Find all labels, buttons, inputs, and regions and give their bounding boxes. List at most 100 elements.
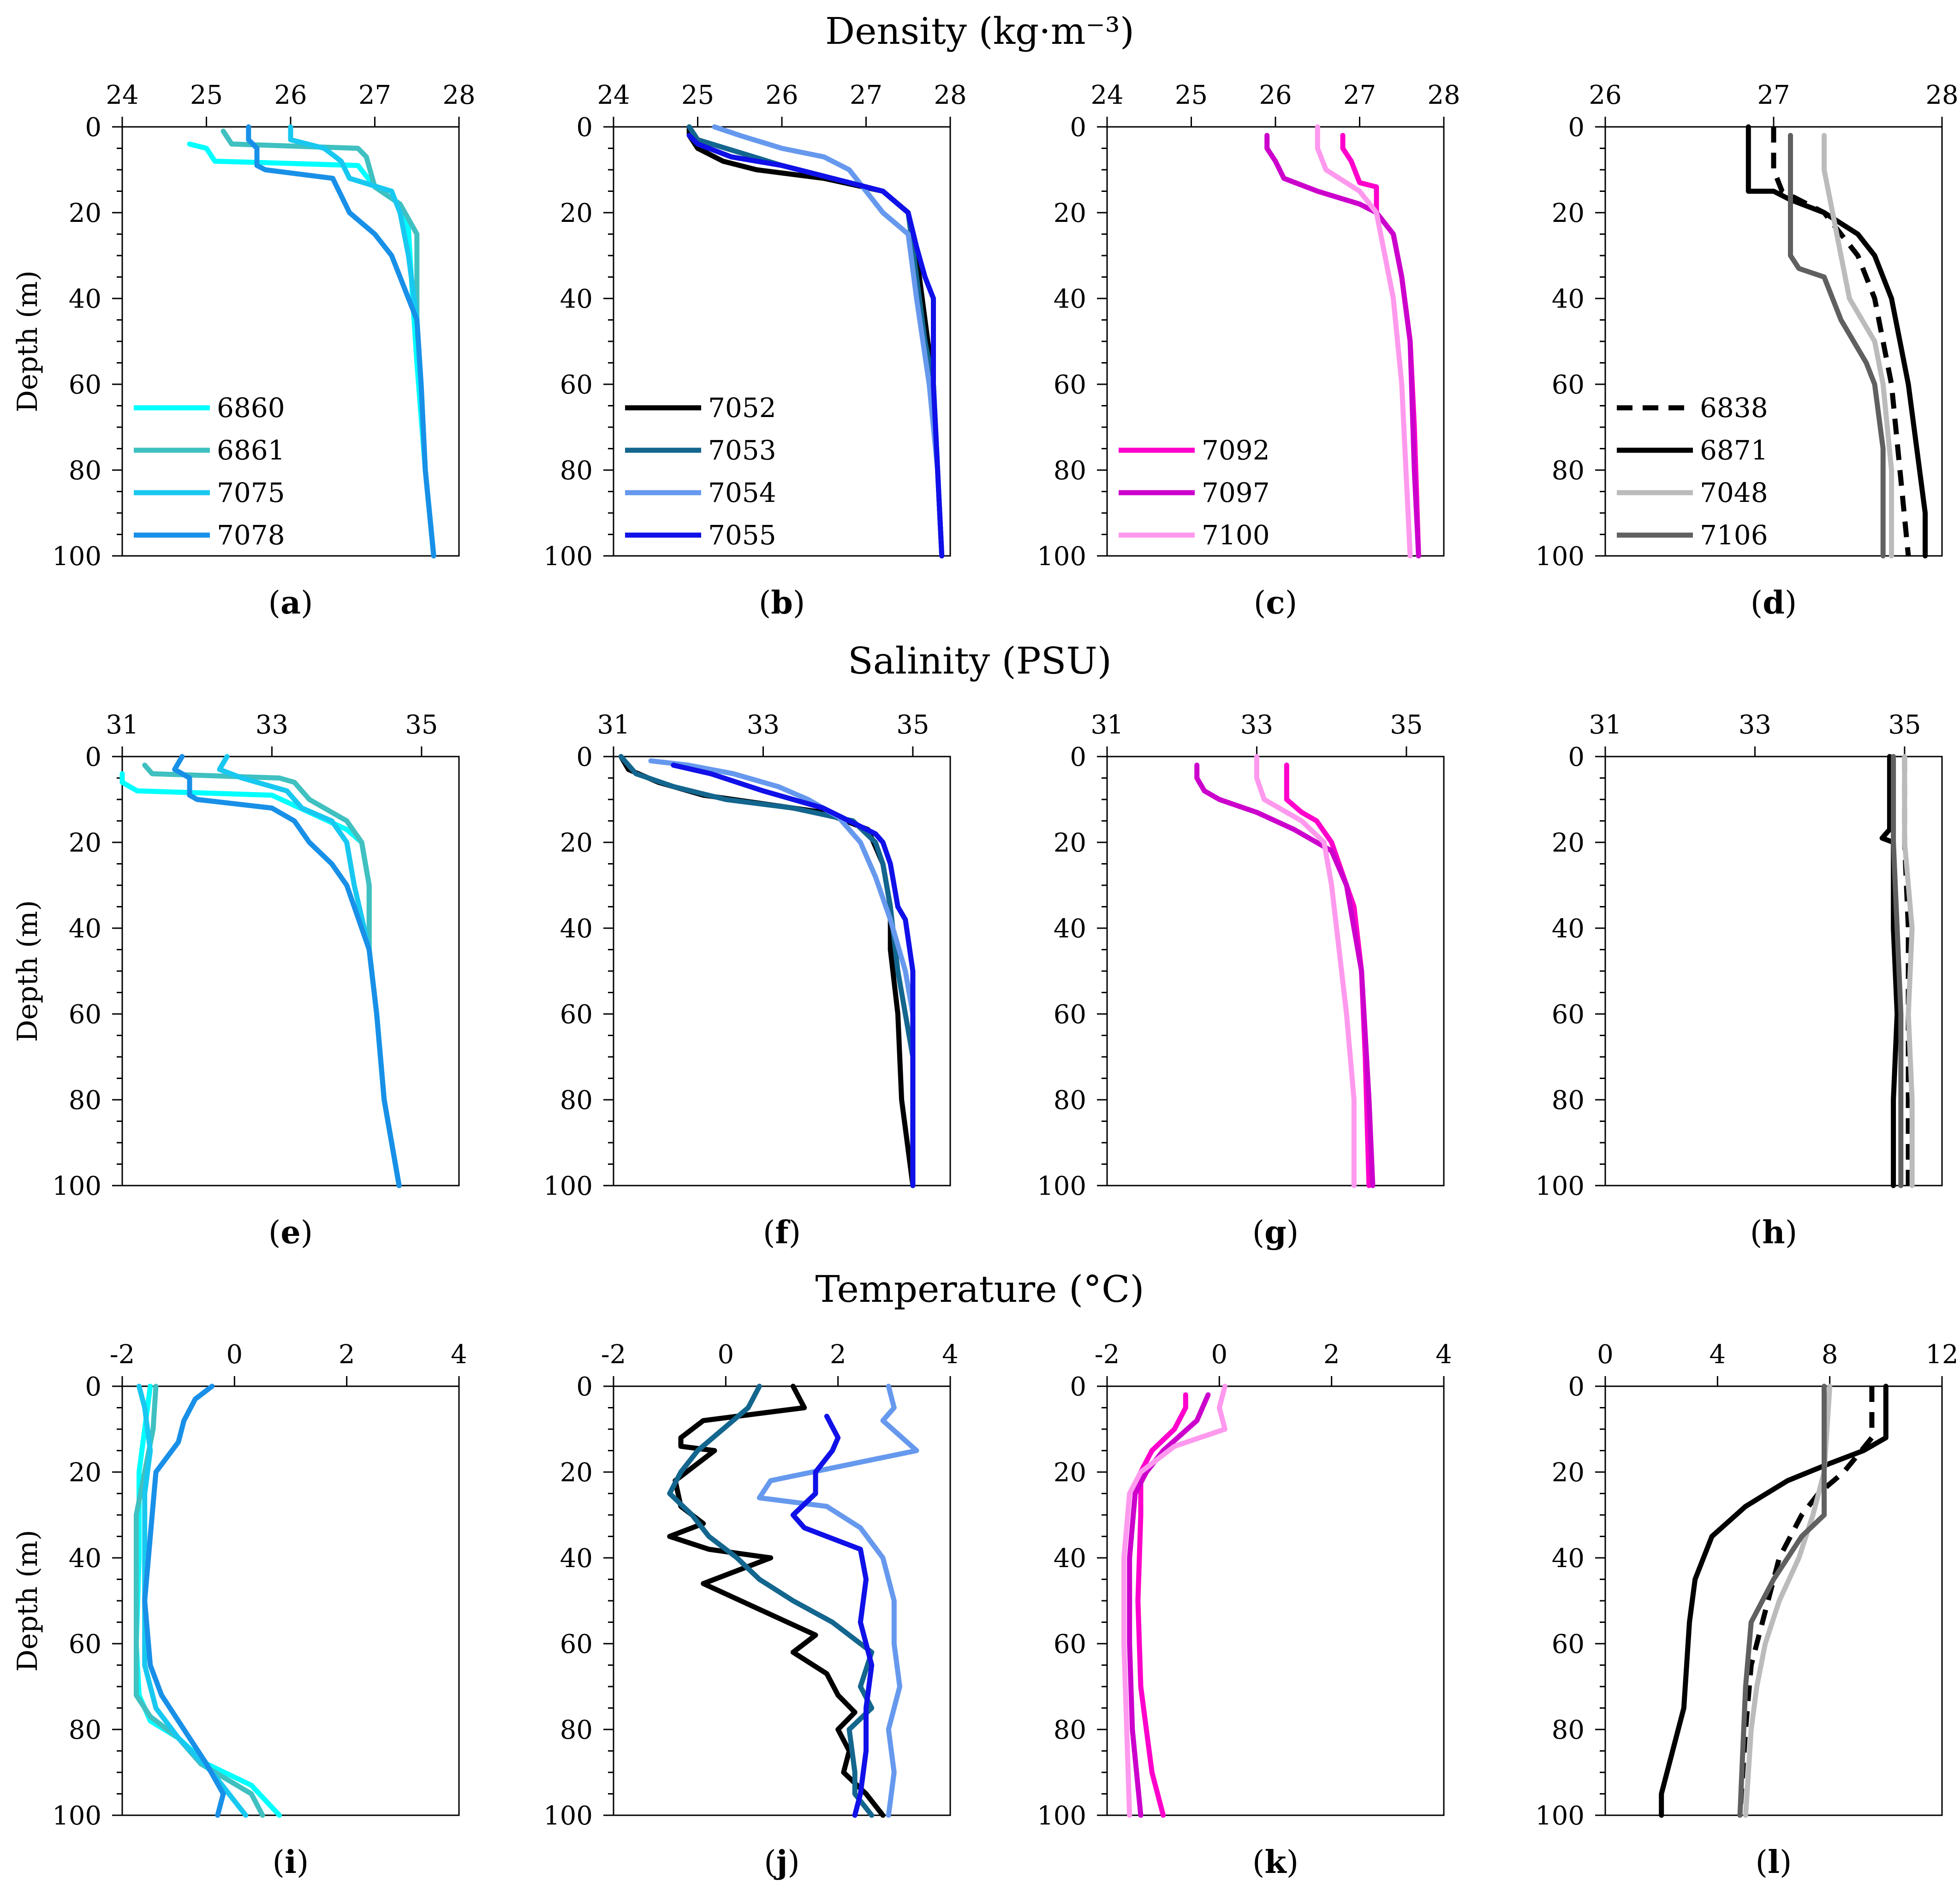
chart-5-series-7055: [671, 763, 916, 1188]
chart-0-legend-label-7075: 7075: [217, 477, 285, 508]
row-title-density: Density (kg·m⁻³): [825, 10, 1134, 53]
chart-1-ytick-label: 60: [560, 370, 593, 400]
chart-3-xtick-label: 28: [1925, 80, 1958, 110]
chart-8-series-7075: [137, 1383, 249, 1818]
chart-1-ytick-label: 40: [560, 284, 593, 314]
chart-5-series-7053: [618, 754, 916, 1188]
chart-2-xtick-label: 26: [1259, 80, 1292, 110]
chart-6-xtick-label: 33: [1240, 710, 1273, 740]
chart-4-xtick-label: 31: [106, 710, 138, 740]
chart-1-xtick-label: 26: [765, 80, 798, 110]
chart-10-ytick-label: 80: [1054, 1715, 1086, 1745]
chart-3-ytick-label: 80: [1552, 456, 1585, 486]
chart-3-ytick-label: 60: [1552, 370, 1585, 400]
chart-2-legend-label-7097: 7097: [1202, 477, 1270, 508]
chart-2-panel-label: (c): [1254, 584, 1297, 621]
chart-1-legend-label-7054: 7054: [708, 477, 776, 508]
chart-9-xtick-label: 2: [830, 1340, 846, 1370]
chart-6-ytick-label: 0: [1070, 742, 1086, 772]
chart-7-ytick-label: 40: [1552, 914, 1585, 944]
chart-7-xtick-label: 33: [1739, 710, 1771, 740]
chart-11-ytick-label: 60: [1552, 1629, 1585, 1659]
chart-6-xtick-label: 31: [1090, 710, 1123, 740]
chart-0-ytick-label: 40: [69, 284, 101, 314]
chart-1-series-7055: [686, 133, 945, 559]
chart-11-ytick-label: 80: [1552, 1715, 1585, 1745]
chart-9-ytick-label: 20: [560, 1458, 593, 1488]
chart-3-ytick-label: 20: [1552, 198, 1585, 228]
chart-5-series-7052: [618, 754, 916, 1188]
chart-9-ytick-label: 100: [543, 1801, 593, 1831]
chart-10-series-7100: [1121, 1383, 1227, 1818]
chart-0-ytick-label: 20: [69, 198, 101, 228]
chart-8-ytick-label: 60: [69, 1629, 101, 1659]
chart-11-plot-area: [1604, 1385, 1943, 1816]
chart-10-xtick-label: 2: [1323, 1340, 1340, 1370]
chart-3-xtick-label: 27: [1757, 80, 1790, 110]
chart-6-xtick-label: 35: [1390, 710, 1423, 740]
chart-11-ytick-label: 20: [1552, 1458, 1585, 1488]
chart-2-series-7097: [1264, 133, 1421, 559]
chart-3-ytick-label: 40: [1552, 284, 1585, 314]
chart-2-ytick-label: 0: [1070, 113, 1086, 143]
chart-7-series-7048: [1902, 754, 1915, 1188]
chart-11-ytick-label: 40: [1552, 1544, 1585, 1574]
chart-2-legend-label-7092: 7092: [1202, 435, 1270, 466]
chart-3-series-6871: [1746, 124, 1928, 559]
chart-3-xtick-label: 26: [1589, 80, 1621, 110]
chart-6-series-7097: [1194, 763, 1376, 1188]
chart-2-xtick-label: 25: [1175, 80, 1208, 110]
chart-1-ytick-label: 100: [543, 542, 593, 572]
chart-2-ytick-label: 40: [1054, 284, 1086, 314]
chart-10-ytick-label: 40: [1054, 1544, 1086, 1574]
panel-l: 0 4 8 12 0 20 40 60 80 100 (l): [1535, 1340, 1959, 1881]
chart-7-ytick-label: 20: [1552, 828, 1585, 858]
chart-10-ytick-label: 20: [1054, 1458, 1086, 1488]
panel-h: 31 33 35 0 20 40 60 80 100 (h): [1535, 710, 1943, 1251]
chart-6-ytick-label: 100: [1037, 1171, 1086, 1201]
chart-6-series-7092: [1284, 763, 1372, 1188]
chart-0-legend-label-6861: 6861: [217, 435, 285, 466]
chart-0-panel-label: (a): [268, 584, 313, 621]
chart-8-ylabel: Depth (m): [12, 1530, 44, 1672]
chart-11-series-7048: [1743, 1383, 1833, 1818]
chart-9-series-7053: [667, 1383, 875, 1818]
chart-3-series-7048: [1822, 133, 1894, 559]
chart-6-ytick-label: 80: [1054, 1085, 1086, 1115]
chart-5-xtick-label: 33: [747, 710, 780, 740]
chart-4-xtick-label: 35: [405, 710, 438, 740]
chart-6-series-7100: [1254, 754, 1357, 1188]
chart-2-series-7100: [1315, 124, 1413, 559]
row-title-temperature: Temperature (°C): [815, 1268, 1144, 1311]
chart-8-series-6860: [133, 1383, 282, 1818]
panel-e: 31 33 35 0 20 40 60 80 100 Depth (m) (e): [12, 710, 460, 1251]
chart-0-xtick-label: 24: [106, 80, 138, 110]
chart-10-panel-label: (k): [1252, 1844, 1299, 1881]
chart-3-ytick-label: 100: [1535, 542, 1585, 572]
chart-5-ytick-label: 80: [560, 1085, 593, 1115]
chart-4-ytick-label: 40: [69, 914, 101, 944]
panel-g: 31 33 35 0 20 40 60 80 100 (g): [1037, 710, 1445, 1251]
chart-4-ytick-label: 0: [85, 742, 101, 772]
chart-5-ytick-label: 20: [560, 828, 593, 858]
chart-5-series-7054: [648, 758, 916, 1188]
chart-0-legend-label-7078: 7078: [217, 519, 285, 551]
chart-4-ytick-label: 100: [52, 1171, 101, 1201]
chart-5-xtick-label: 35: [896, 710, 929, 740]
chart-0-xtick-label: 26: [274, 80, 307, 110]
chart-6-panel-label: (g): [1252, 1214, 1299, 1251]
chart-10-ytick-label: 0: [1070, 1372, 1086, 1402]
chart-4-xtick-label: 33: [256, 710, 288, 740]
chart-9-series-7052: [667, 1383, 886, 1818]
chart-0-xtick-label: 27: [358, 80, 391, 110]
chart-7-xtick-label: 35: [1888, 710, 1921, 740]
chart-8-xtick-label: -2: [110, 1340, 135, 1370]
chart-5-ytick-label: 100: [543, 1171, 593, 1201]
chart-11-series-6838: [1737, 1386, 1875, 1816]
chart-0-series-7075: [288, 124, 436, 559]
chart-7-panel-label: (h): [1750, 1214, 1798, 1251]
chart-8-panel-label: (i): [273, 1844, 309, 1881]
chart-9-plot-area: [613, 1385, 951, 1816]
chart-9-ytick-label: 80: [560, 1715, 593, 1745]
